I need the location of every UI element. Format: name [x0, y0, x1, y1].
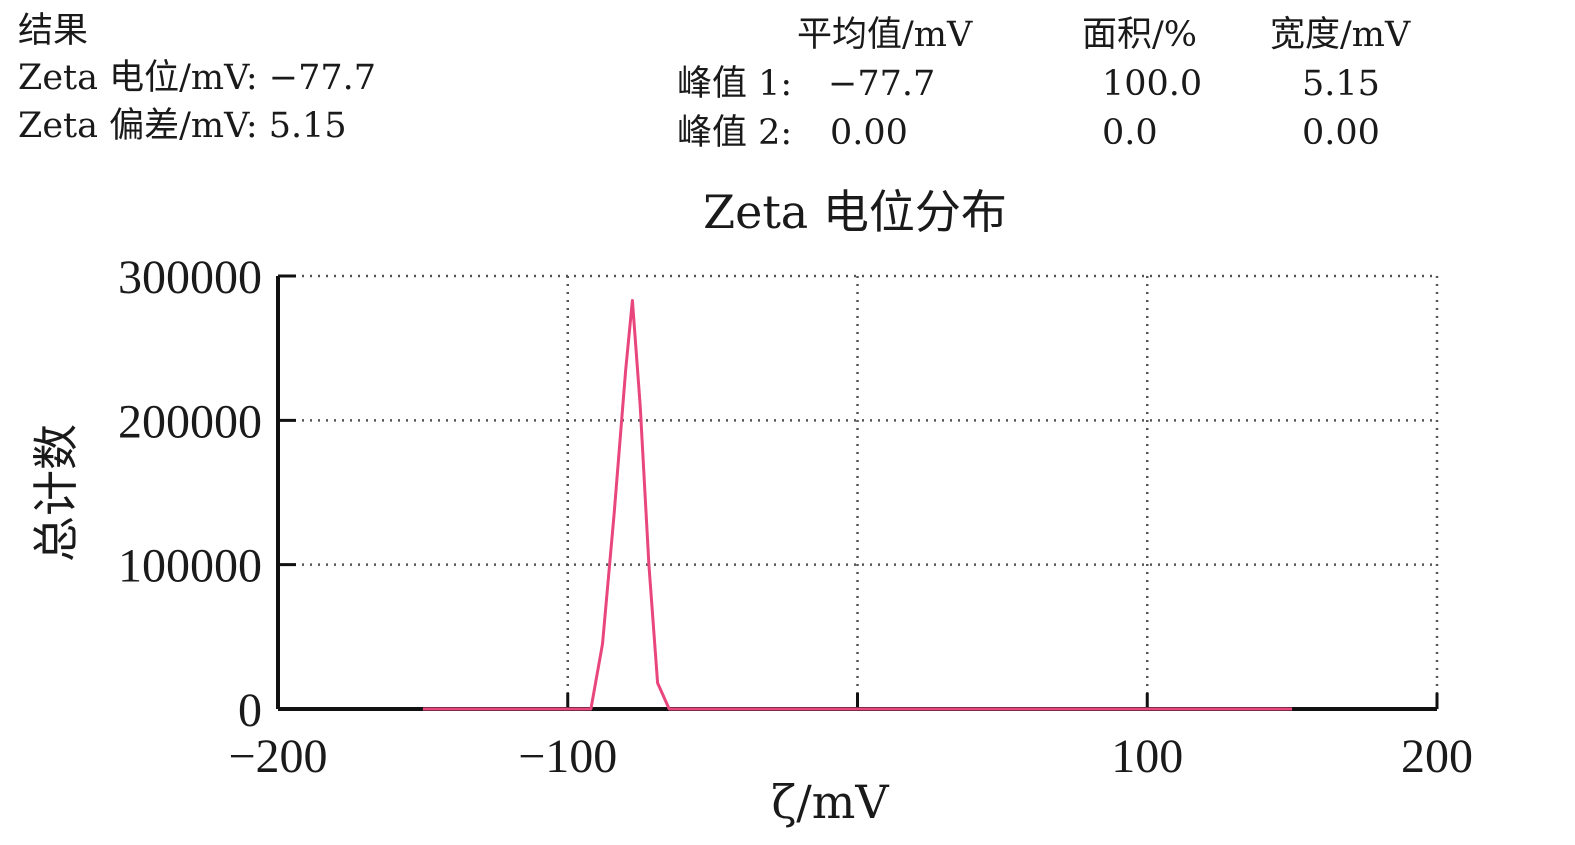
ticks: −200 −100 100 200 0 100000 200000 300000: [118, 251, 1473, 783]
peak-2-mean: 0.00: [830, 113, 908, 153]
results-heading: 结果: [18, 11, 89, 51]
zeta-potential-value: Zeta 电位/mV: −77.7: [18, 58, 376, 98]
series-group: [422, 299, 1293, 711]
x-axis-title: ζ/mV: [771, 775, 889, 829]
x-tick-label: −100: [518, 730, 617, 783]
y-tick-label: 100000: [118, 540, 262, 593]
x-tick-label: 100: [1111, 730, 1183, 783]
peak-1-label: 峰值 1:: [677, 64, 793, 104]
y-axis-title: 总计数: [29, 424, 83, 562]
grid: [278, 274, 1439, 709]
y-tick-label: 300000: [118, 251, 262, 304]
series-line-1: [422, 299, 1293, 711]
peak-1-mean: −77.7: [828, 64, 936, 104]
chart-title: Zeta 电位分布: [703, 185, 1007, 239]
peak-2-label: 峰值 2:: [677, 113, 793, 153]
peak-2-area: 0.0: [1102, 113, 1158, 153]
zeta-deviation-value: Zeta 偏差/mV: 5.15: [18, 106, 347, 146]
x-tick-label: 200: [1401, 730, 1473, 783]
y-tick-label: 200000: [118, 395, 262, 448]
peak-2-width: 0.00: [1302, 113, 1380, 153]
header-area: 面积/%: [1082, 15, 1198, 55]
peak-1-width: 5.15: [1302, 64, 1380, 104]
x-tick-label: −200: [228, 730, 327, 783]
peak-1-area: 100.0: [1102, 64, 1203, 104]
header-width: 宽度/mV: [1270, 15, 1411, 55]
y-tick-label: 0: [238, 684, 262, 737]
header-mean: 平均值/mV: [797, 15, 973, 55]
